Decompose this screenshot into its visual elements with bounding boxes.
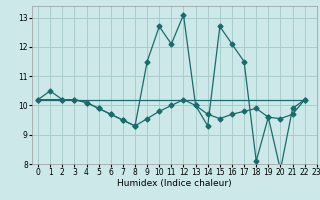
X-axis label: Humidex (Indice chaleur): Humidex (Indice chaleur) bbox=[117, 179, 232, 188]
